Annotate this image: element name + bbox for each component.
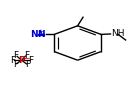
Text: F: F xyxy=(28,56,33,65)
Text: −: − xyxy=(23,54,30,63)
Text: F: F xyxy=(13,60,18,69)
Text: +: + xyxy=(37,29,43,35)
Text: NH: NH xyxy=(111,29,125,38)
Text: F: F xyxy=(25,60,30,69)
Text: F: F xyxy=(14,51,19,60)
Text: N: N xyxy=(30,30,37,39)
Text: F: F xyxy=(10,56,15,65)
Text: N: N xyxy=(37,30,45,39)
Text: P: P xyxy=(18,56,25,65)
Text: F: F xyxy=(24,51,29,60)
